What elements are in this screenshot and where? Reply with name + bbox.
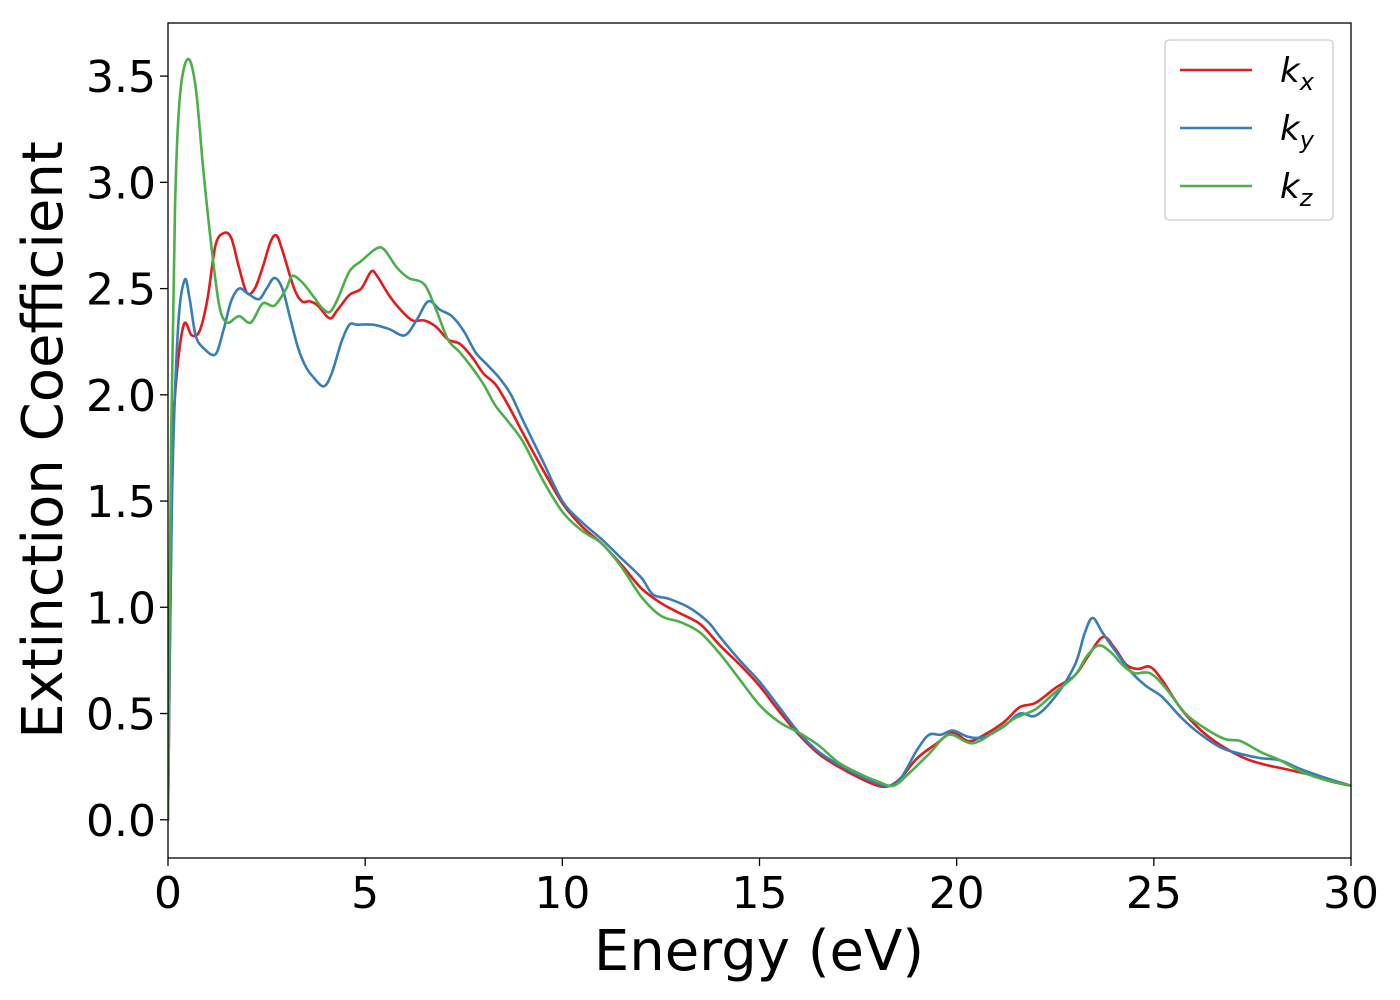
x-tick-label: 25 [1126, 868, 1182, 919]
legend-label-base: k [1280, 109, 1301, 149]
y-tick-label: 3.0 [86, 158, 156, 209]
series-line-kz [168, 57, 1351, 822]
legend-label-base: k [1280, 51, 1301, 91]
x-tick-label: 5 [351, 868, 379, 919]
y-tick-label: 3.5 [86, 52, 156, 103]
y-tick-label: 1.0 [86, 583, 156, 634]
x-axis: 0 5 10 15 20 25 30 [154, 858, 1379, 919]
x-tick-label: 20 [929, 868, 985, 919]
series-layer [168, 57, 1351, 822]
y-tick-label: 2.0 [86, 371, 156, 422]
series-line-ky [168, 276, 1351, 822]
legend-box [1164, 39, 1334, 221]
legend-label: kz [1280, 167, 1314, 212]
x-tick-label: 30 [1323, 868, 1379, 919]
y-tick-label: 2.5 [86, 265, 156, 316]
x-axis-label: Energy (eV) [594, 919, 924, 984]
y-tick-label: 1.5 [86, 477, 156, 528]
legend-label-base: k [1280, 167, 1301, 207]
legend-label: ky [1280, 109, 1315, 154]
y-tick-label: 0.0 [86, 796, 156, 847]
series-line-kx [168, 231, 1351, 822]
x-tick-label: 0 [154, 868, 182, 919]
x-tick-label: 10 [534, 868, 590, 919]
legend-label: kx [1280, 51, 1315, 96]
x-tick-label: 15 [732, 868, 788, 919]
legend-label-subscript: y [1299, 126, 1315, 154]
legend-label-subscript: z [1299, 184, 1314, 212]
y-axis: 0.0 0.5 1.0 1.5 2.0 2.5 3.0 3.5 [86, 52, 168, 847]
y-axis-label: Extinction Coefficient [11, 141, 76, 739]
y-tick-label: 0.5 [86, 690, 156, 741]
legend-label-subscript: x [1299, 68, 1315, 96]
